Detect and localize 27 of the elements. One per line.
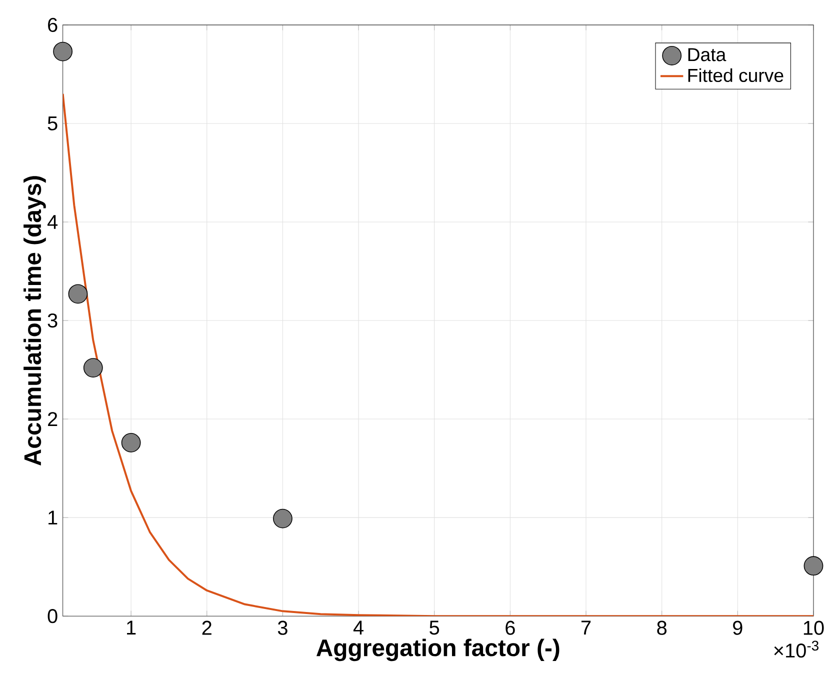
x-tick-label: 6 [506, 620, 515, 635]
x-axis-title: Aggregation factor (-) [316, 638, 560, 662]
point [273, 508, 292, 528]
point [121, 433, 141, 452]
text: ×10$^{-3}$ [774, 640, 818, 658]
y-tick-label: 6 [48, 18, 58, 32]
y-axis-title: Accumulation time (days) [24, 176, 46, 466]
x-tick-label: 10 [804, 620, 824, 635]
x-tick-label: 9 [733, 620, 742, 635]
point [83, 358, 103, 378]
legend-label: Fitted curve [688, 68, 784, 82]
point [68, 284, 88, 304]
x-tick-label: 1 [127, 620, 136, 635]
y-tick-label: 1 [48, 510, 58, 524]
y-tick-label: 3 [48, 314, 58, 328]
point [53, 42, 73, 62]
y-tick-label: 0 [48, 609, 58, 624]
y-tick-label: 2 [48, 412, 58, 426]
y-tick-label: 4 [47, 215, 58, 229]
y-tick-label: 5 [48, 116, 58, 130]
legend-label: Data [688, 48, 726, 62]
x-tick-label: 5 [430, 620, 440, 635]
x-tick-label: 7 [581, 620, 591, 635]
x-tick-label: 2 [202, 620, 212, 635]
x-tick-label: 4 [353, 620, 364, 635]
x-tick-label: 8 [657, 620, 667, 635]
x-tick-label: 3 [278, 620, 288, 635]
